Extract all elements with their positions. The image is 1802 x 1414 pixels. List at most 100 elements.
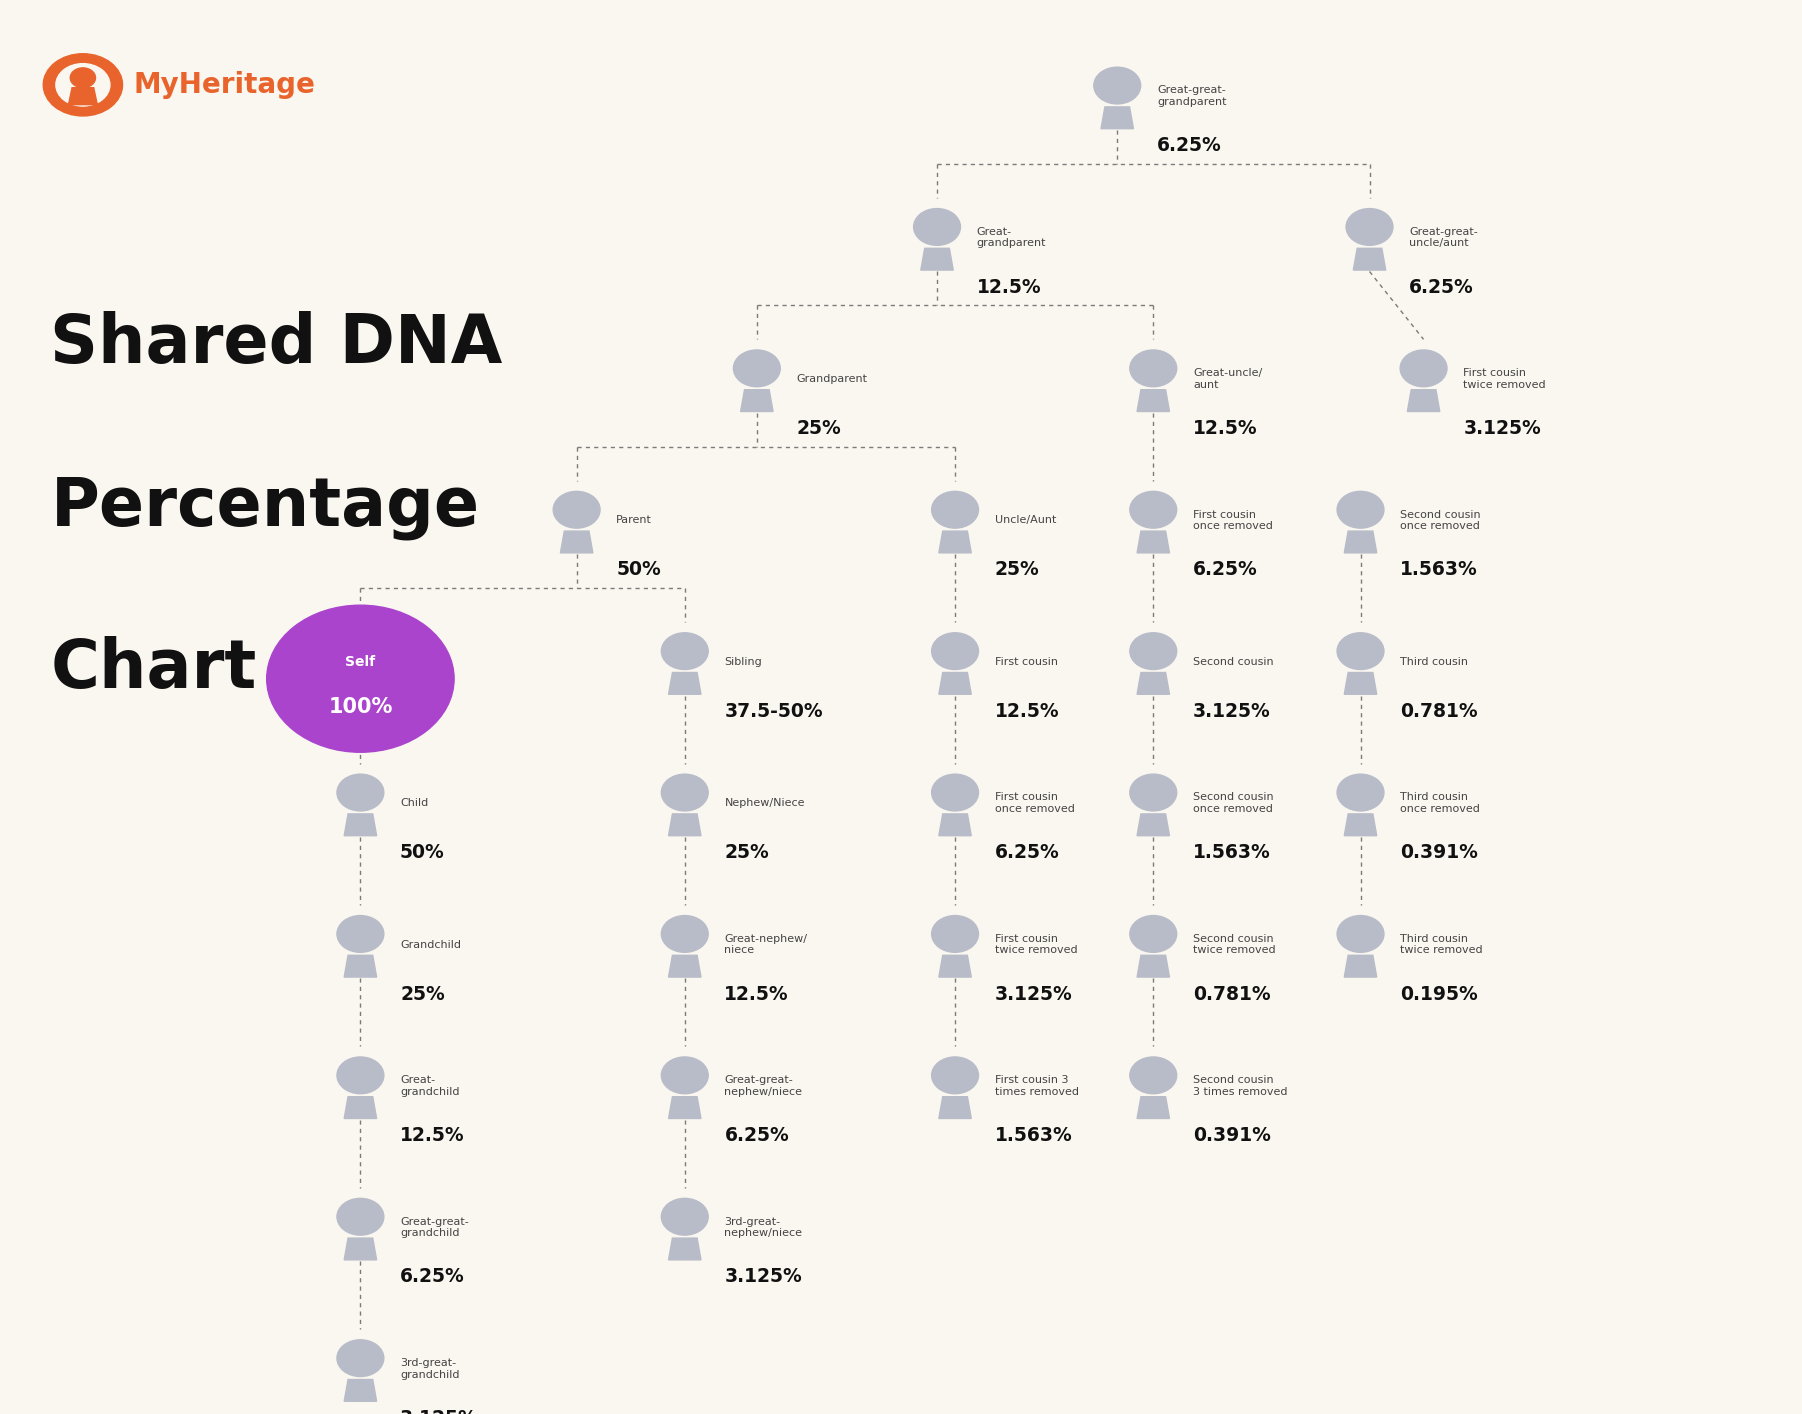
Circle shape [1094, 66, 1141, 105]
Text: 6.25%: 6.25% [724, 1126, 789, 1145]
Circle shape [1346, 208, 1393, 246]
Polygon shape [939, 814, 971, 836]
Polygon shape [1137, 1097, 1169, 1118]
Text: 6.25%: 6.25% [400, 1267, 465, 1287]
Circle shape [1130, 775, 1177, 810]
Circle shape [932, 633, 978, 670]
Circle shape [932, 775, 978, 810]
Text: 12.5%: 12.5% [1193, 419, 1258, 438]
Circle shape [914, 208, 960, 246]
Text: Child: Child [400, 797, 429, 809]
Text: 3rd-great-
grandchild: 3rd-great- grandchild [400, 1357, 460, 1380]
Text: 25%: 25% [796, 419, 842, 438]
Polygon shape [1344, 532, 1377, 553]
Circle shape [932, 492, 978, 527]
Circle shape [337, 916, 384, 953]
Text: Great-uncle/
aunt: Great-uncle/ aunt [1193, 368, 1261, 390]
Text: Second cousin
3 times removed: Second cousin 3 times removed [1193, 1075, 1287, 1097]
Circle shape [661, 916, 708, 953]
Text: Percentage: Percentage [50, 474, 479, 540]
Text: Second cousin
once removed: Second cousin once removed [1400, 509, 1481, 532]
Text: Great-
grandchild: Great- grandchild [400, 1075, 460, 1097]
Text: 3.125%: 3.125% [400, 1408, 478, 1414]
Text: Second cousin
twice removed: Second cousin twice removed [1193, 933, 1276, 956]
Circle shape [932, 916, 978, 953]
Text: 1.563%: 1.563% [1193, 843, 1270, 863]
Text: Sibling: Sibling [724, 656, 762, 667]
Circle shape [1130, 633, 1177, 670]
Polygon shape [344, 1097, 377, 1118]
Text: 50%: 50% [400, 843, 445, 863]
Polygon shape [939, 532, 971, 553]
Text: Great-
grandparent: Great- grandparent [977, 226, 1047, 249]
Polygon shape [344, 1380, 377, 1401]
Circle shape [733, 349, 780, 386]
Circle shape [337, 775, 384, 810]
Text: 6.25%: 6.25% [1157, 136, 1222, 156]
Circle shape [1337, 775, 1384, 810]
Circle shape [43, 54, 123, 116]
Text: Grandchild: Grandchild [400, 939, 461, 950]
Polygon shape [1353, 249, 1386, 270]
Circle shape [661, 1199, 708, 1236]
Circle shape [661, 1058, 708, 1094]
Text: 12.5%: 12.5% [977, 277, 1042, 297]
Polygon shape [939, 1097, 971, 1118]
Text: Uncle/Aunt: Uncle/Aunt [995, 515, 1056, 526]
Polygon shape [344, 1239, 377, 1260]
Text: 12.5%: 12.5% [724, 984, 789, 1004]
Polygon shape [344, 956, 377, 977]
Text: 100%: 100% [328, 697, 393, 717]
Polygon shape [68, 88, 97, 105]
Circle shape [1337, 492, 1384, 527]
Polygon shape [1137, 532, 1169, 553]
Polygon shape [939, 673, 971, 694]
Text: 6.25%: 6.25% [1193, 560, 1258, 580]
Circle shape [1337, 633, 1384, 670]
Text: 12.5%: 12.5% [400, 1126, 465, 1145]
Text: 1.563%: 1.563% [995, 1126, 1072, 1145]
Text: 3rd-great-
nephew/niece: 3rd-great- nephew/niece [724, 1216, 802, 1239]
Text: 0.195%: 0.195% [1400, 984, 1478, 1004]
Text: Third cousin: Third cousin [1400, 656, 1469, 667]
Text: First cousin
twice removed: First cousin twice removed [1463, 368, 1546, 390]
Text: 12.5%: 12.5% [995, 701, 1060, 721]
Text: 3.125%: 3.125% [1193, 701, 1270, 721]
Polygon shape [669, 1097, 701, 1118]
Circle shape [1400, 349, 1447, 386]
Circle shape [661, 775, 708, 810]
Text: Third cousin
twice removed: Third cousin twice removed [1400, 933, 1483, 956]
Circle shape [1130, 916, 1177, 953]
Text: First cousin
twice removed: First cousin twice removed [995, 933, 1078, 956]
Polygon shape [1137, 956, 1169, 977]
Polygon shape [1101, 107, 1133, 129]
Circle shape [932, 1058, 978, 1094]
Polygon shape [1344, 814, 1377, 836]
Text: Great-great-
nephew/niece: Great-great- nephew/niece [724, 1075, 802, 1097]
Circle shape [267, 605, 454, 752]
Polygon shape [921, 249, 953, 270]
Circle shape [1337, 916, 1384, 953]
Text: 6.25%: 6.25% [1409, 277, 1474, 297]
Text: 3.125%: 3.125% [724, 1267, 802, 1287]
Circle shape [553, 492, 600, 527]
Text: 1.563%: 1.563% [1400, 560, 1478, 580]
Text: First cousin
once removed: First cousin once removed [995, 792, 1074, 814]
Text: 25%: 25% [400, 984, 445, 1004]
Text: Shared DNA: Shared DNA [50, 311, 503, 378]
Text: 25%: 25% [724, 843, 769, 863]
Circle shape [661, 633, 708, 670]
Polygon shape [669, 956, 701, 977]
Text: Nephew/Niece: Nephew/Niece [724, 797, 805, 809]
Circle shape [56, 64, 110, 106]
Text: 0.391%: 0.391% [1400, 843, 1478, 863]
Polygon shape [1407, 390, 1440, 411]
Text: First cousin: First cousin [995, 656, 1058, 667]
Polygon shape [669, 673, 701, 694]
Text: 50%: 50% [616, 560, 661, 580]
Text: Parent: Parent [616, 515, 652, 526]
Polygon shape [669, 1239, 701, 1260]
Text: 3.125%: 3.125% [1463, 419, 1541, 438]
Polygon shape [1137, 673, 1169, 694]
Text: Grandparent: Grandparent [796, 373, 867, 385]
